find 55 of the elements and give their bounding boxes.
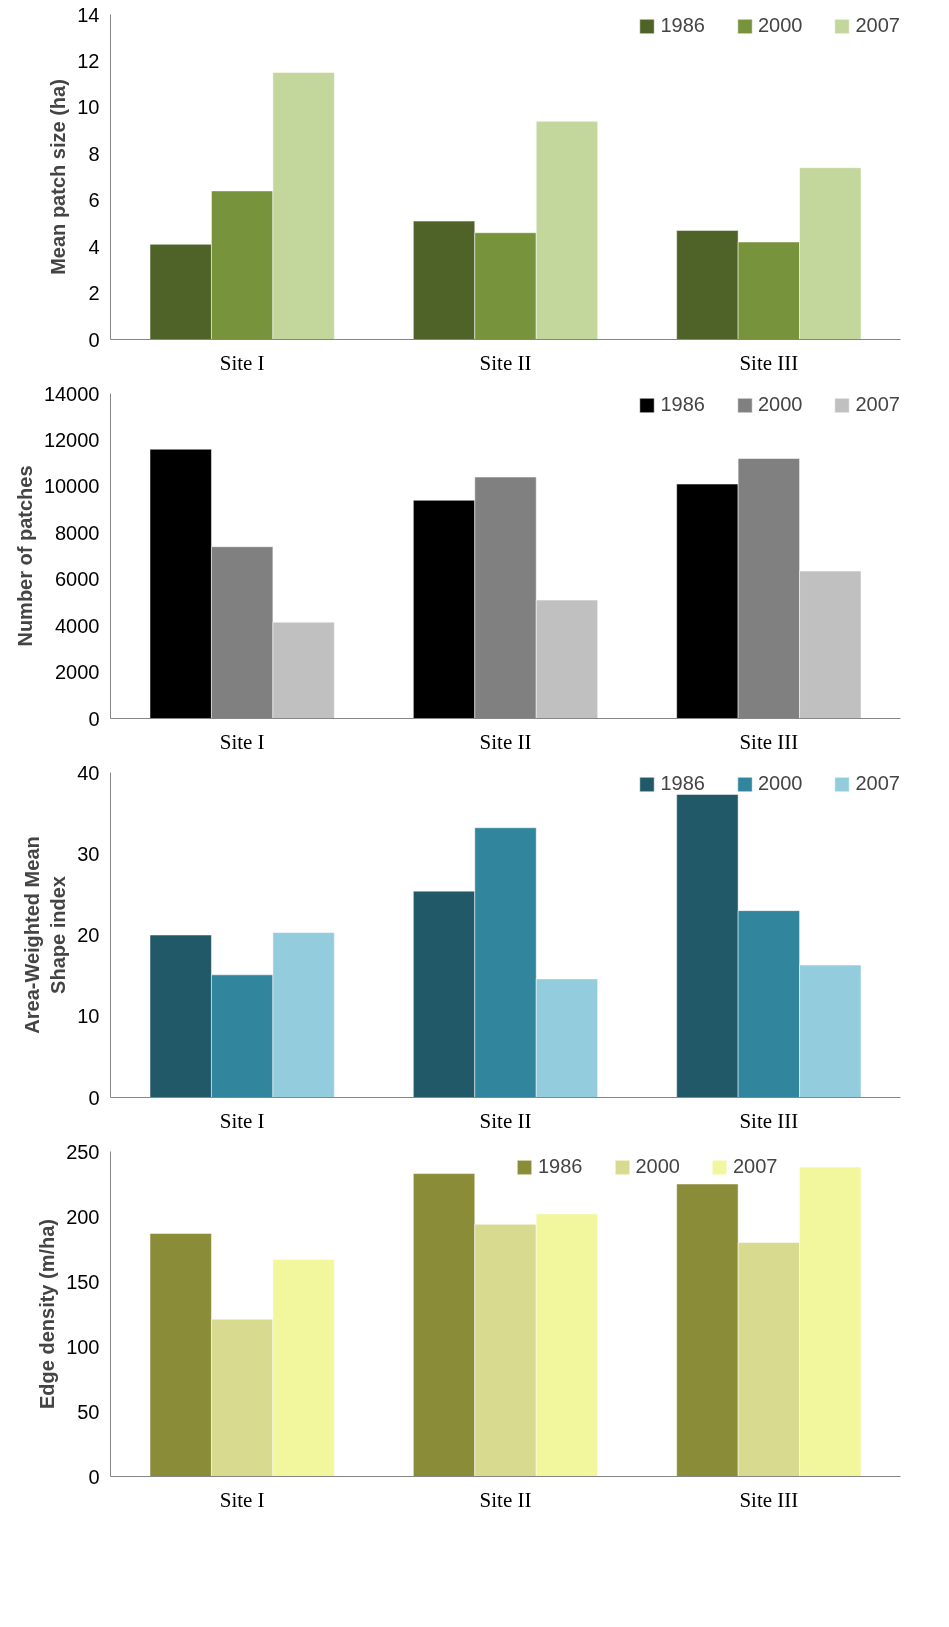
x-tick-label: Site I [219, 1487, 265, 1512]
y-tick-label: 2 [88, 282, 100, 305]
y-tick-label: 0 [88, 328, 100, 351]
y-axis-title: Mean patch size (ha) [47, 79, 70, 275]
y-tick-label: 4 [88, 235, 100, 258]
y-tick-label: 6000 [55, 568, 100, 591]
y-tick-label: 30 [77, 842, 100, 865]
legend-label: 1986 [660, 393, 705, 416]
y-tick-label: 250 [66, 1140, 100, 1163]
y-tick-label: 10 [77, 96, 100, 119]
x-tick-label: Site I [219, 729, 265, 754]
y-tick-label: 8000 [55, 521, 100, 544]
x-tick-label: Site III [739, 350, 799, 375]
y-tick-label: 20 [77, 924, 100, 946]
x-tick-label: Site II [479, 729, 532, 754]
legend-label: 2000 [758, 393, 803, 416]
x-tick-label: Site II [479, 350, 532, 375]
legend-label: 2007 [855, 14, 900, 37]
x-tick-label: Site III [739, 1108, 799, 1133]
y-tick-label: 14000 [43, 382, 100, 405]
x-tick-label: Site I [219, 350, 265, 375]
x-tick-label: Site III [739, 1487, 799, 1512]
legend-label: 2000 [635, 1155, 680, 1178]
y-tick-label: 200 [66, 1205, 100, 1228]
y-tick-label: 40 [77, 761, 100, 784]
y-tick-label: 100 [66, 1335, 100, 1358]
y-tick-label: 0 [88, 1086, 100, 1109]
y-tick-label: 4000 [55, 614, 100, 637]
legend-label: 1986 [660, 772, 705, 795]
y-tick-label: 0 [88, 707, 100, 730]
y-axis-title: Number of patches [13, 465, 36, 647]
y-axis-title: Area-Weighted Mean Shape index [20, 836, 70, 1034]
x-tick-label: Site II [479, 1108, 532, 1133]
y-tick-label: 6 [88, 189, 100, 212]
y-tick-label: 150 [66, 1270, 100, 1293]
x-tick-label: Site I [219, 1108, 265, 1133]
y-tick-label: 12 [77, 49, 100, 72]
y-tick-label: 50 [77, 1400, 100, 1423]
y-tick-label: 10 [77, 1005, 100, 1028]
y-tick-label: 14 [77, 3, 100, 26]
legend-label: 1986 [538, 1155, 583, 1178]
legend-label: 2000 [758, 14, 803, 37]
x-tick-label: Site III [739, 729, 799, 754]
y-tick-label: 12000 [43, 428, 100, 451]
legend-label: 2007 [855, 772, 900, 795]
legend-label: 2007 [733, 1155, 778, 1178]
x-tick-label: Site II [479, 1487, 532, 1512]
y-tick-label: 2000 [55, 661, 100, 684]
y-axis-title: Edge density (m/ha) [36, 1218, 59, 1410]
legend-label: 1986 [660, 14, 705, 37]
y-tick-label: 0 [88, 1465, 100, 1488]
y-tick-label: 8 [88, 142, 100, 165]
y-tick-label: 10000 [43, 475, 100, 498]
legend-label: 2007 [855, 393, 900, 416]
legend-label: 2000 [758, 772, 803, 795]
